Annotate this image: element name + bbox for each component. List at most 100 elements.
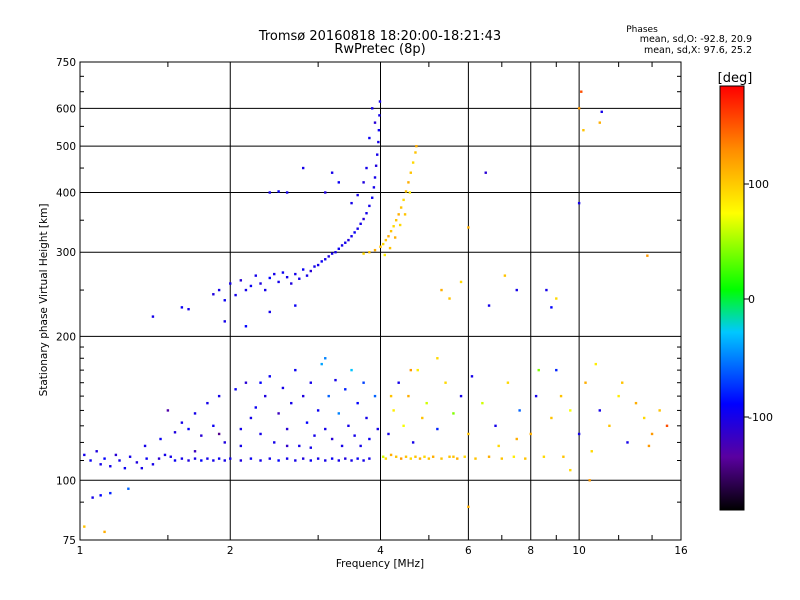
echo-point [359,222,362,226]
echo-point [377,140,380,144]
echo-point [309,269,312,273]
echo-point [467,226,470,229]
echo-point [373,176,377,179]
echo-point [353,434,356,437]
echo-point [290,282,293,285]
echo-point [268,457,271,460]
colorbar-tick-label-0: 0 [748,293,755,306]
echo-point [371,107,374,110]
echo-point [392,409,395,412]
echo-point [277,459,280,462]
echo-point [298,444,301,448]
echo-point [334,251,337,254]
echo-point [387,235,390,238]
echo-point [368,457,371,460]
phase-stats-o: mean, sd,O: -92.8, 20.9 [640,34,752,45]
echo-point [389,394,393,398]
echo-point [294,304,297,307]
echo-point [368,136,371,140]
echo-point [550,416,553,420]
echo-point [217,457,221,460]
echo-point [273,272,276,276]
echo-point [159,437,162,441]
echo-point [277,190,280,193]
echo-point [337,412,341,415]
echo-point [212,293,215,296]
echo-point [324,357,327,360]
echo-point [440,457,443,460]
echo-point [285,427,289,431]
echo-point [206,401,209,405]
echo-point [305,421,309,424]
x-tick-label: 8 [527,545,534,557]
echo-point [467,432,470,436]
echo-point [127,487,130,490]
echo-point [285,457,289,460]
echo-point [109,465,112,468]
echo-point [140,466,144,470]
echo-point [577,432,581,436]
echo-point [371,196,374,199]
echo-point [389,453,393,457]
y-tick-label: 400 [56,187,76,199]
echo-point [534,394,538,398]
echo-point [408,191,412,194]
echo-point [229,282,232,285]
echo-point [393,236,397,239]
x-axis-label: Frequency [MHz] [336,558,424,570]
y-tick-label: 600 [56,103,76,115]
echo-point [608,424,611,428]
echo-point [264,394,267,398]
echo-point [402,198,405,202]
echo-point [555,368,558,372]
echo-point [268,191,271,194]
echo-point [330,171,334,174]
echo-point [353,231,356,234]
echo-point [294,368,297,372]
echo-point [193,450,197,453]
echo-point [259,459,262,462]
echo-point [394,455,398,458]
echo-point [512,455,516,458]
echo-point [562,455,565,458]
echo-point [340,244,344,247]
echo-point [368,251,371,254]
echo-point [290,401,293,405]
echo-point [316,457,320,460]
echo-point [301,457,305,460]
echo-point [268,375,271,378]
echo-point [397,381,400,384]
echo-point [650,432,654,436]
echo-point [244,381,248,384]
echo-point [376,427,379,431]
echo-point [320,260,323,263]
echo-point [634,401,638,405]
echo-point [316,409,320,412]
echo-point [193,457,197,460]
echo-point [95,450,98,453]
echo-point [448,297,451,300]
phase-stats-x: mean, sd,X: 97.6, 25.2 [644,45,752,56]
echo-point [407,394,410,398]
echo-point [379,245,382,248]
echo-point [217,432,221,436]
echo-point [273,441,276,444]
echo-point [416,368,419,372]
echo-point [200,434,203,437]
echo-point [166,409,170,412]
echo-point [448,455,451,458]
echo-point [229,457,232,460]
echo-point [217,394,221,398]
colorbar-gradient [719,85,745,511]
echo-point [452,455,455,458]
echo-point [362,252,365,255]
echo-point [403,213,407,216]
echo-point [309,459,312,462]
echo-point [89,459,92,462]
echo-point [407,181,410,184]
echo-point [128,455,132,458]
echo-point [356,227,359,230]
echo-point [239,444,243,448]
echo-point [474,457,477,460]
echo-point [249,457,253,460]
